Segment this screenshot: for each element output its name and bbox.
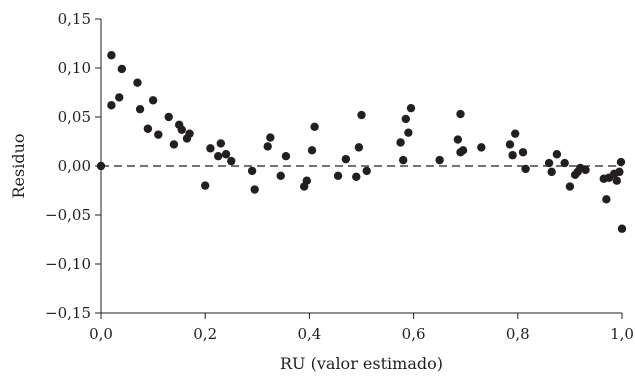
- y-tick-label: −0,15: [45, 304, 91, 322]
- data-point: [401, 114, 410, 124]
- data-point: [565, 182, 575, 191]
- data-point: [216, 139, 226, 148]
- data-point: [547, 167, 556, 177]
- data-point: [581, 165, 590, 175]
- x-tick-label: 0,8: [506, 325, 530, 343]
- data-point: [357, 110, 366, 120]
- x-tick-label: 0,6: [402, 325, 426, 343]
- data-point: [453, 135, 463, 144]
- data-point: [185, 129, 194, 138]
- y-tick-label: −0,05: [45, 206, 91, 224]
- x-axis-label: RU (valor estimado): [280, 354, 443, 373]
- data-point: [169, 140, 179, 149]
- data-point: [221, 150, 231, 159]
- data-point: [214, 152, 223, 161]
- data-point: [544, 158, 554, 168]
- data-point: [263, 142, 272, 151]
- data-point: [552, 150, 562, 159]
- data-point: [117, 64, 127, 74]
- data-point: [154, 130, 163, 139]
- data-point: [107, 51, 116, 60]
- x-tick-label: 1,0: [610, 325, 634, 343]
- data-point: [266, 133, 275, 142]
- data-point: [302, 176, 311, 185]
- y-tick-label: −0,10: [45, 255, 91, 273]
- data-point: [206, 144, 215, 153]
- y-tick-label: 0,15: [58, 10, 91, 28]
- data-point: [333, 171, 343, 180]
- data-point: [560, 158, 569, 168]
- data-point: [354, 143, 364, 152]
- axis-ticks: 0,15 0,10 0,05 0,00 −0,05 −0,10 −0,15 0,0 0,2 0,4…: [45, 10, 634, 343]
- data-points: [96, 51, 627, 233]
- data-point: [508, 151, 517, 160]
- data-point: [201, 181, 210, 190]
- data-point: [404, 128, 413, 137]
- data-point: [227, 156, 236, 166]
- data-point: [615, 167, 624, 177]
- data-point: [250, 185, 259, 194]
- y-axis-label: Residuo: [9, 133, 28, 198]
- data-point: [164, 112, 173, 122]
- data-point: [617, 224, 627, 233]
- x-tick-label: 0,2: [193, 325, 217, 343]
- data-point: [477, 143, 486, 152]
- data-point: [505, 140, 515, 149]
- data-point: [307, 146, 317, 155]
- data-point: [310, 122, 319, 131]
- y-tick-label: 0,00: [58, 157, 91, 175]
- data-point: [521, 164, 530, 174]
- data-point: [133, 78, 142, 87]
- data-point: [456, 109, 465, 119]
- data-point: [602, 195, 611, 204]
- data-point: [612, 176, 621, 185]
- data-point: [352, 172, 361, 181]
- data-point: [115, 93, 124, 102]
- data-point: [276, 171, 285, 180]
- data-point: [398, 155, 408, 165]
- data-point: [148, 96, 158, 105]
- y-tick-label: 0,05: [58, 108, 91, 126]
- data-point: [616, 157, 626, 167]
- data-point: [135, 104, 145, 114]
- data-point: [518, 148, 528, 157]
- data-point: [362, 166, 371, 176]
- data-point: [435, 155, 444, 165]
- data-point: [143, 124, 153, 133]
- data-point: [396, 138, 405, 147]
- data-point: [510, 129, 520, 138]
- y-tick-label: 0,10: [58, 59, 91, 77]
- data-point: [341, 154, 351, 164]
- data-point: [177, 125, 186, 134]
- data-point: [247, 166, 257, 176]
- data-point: [458, 146, 468, 155]
- data-point: [281, 152, 291, 161]
- data-point: [96, 161, 106, 171]
- x-tick-label: 0,0: [89, 325, 113, 343]
- data-point: [406, 103, 416, 113]
- data-point: [107, 101, 116, 110]
- x-tick-label: 0,4: [297, 325, 321, 343]
